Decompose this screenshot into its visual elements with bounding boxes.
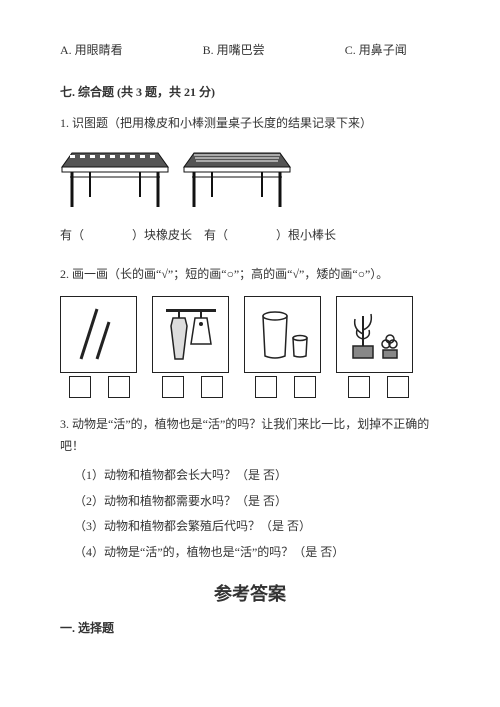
answer-box[interactable] (108, 376, 130, 398)
q2-frame-plants (336, 296, 413, 373)
answer-box[interactable] (201, 376, 223, 398)
option-a: A. 用眼睛看 (60, 40, 123, 62)
box-pair-2 (153, 376, 231, 398)
page-root: A. 用眼睛看 B. 用嘴巴尝 C. 用鼻子闻 七. 综合题 (共 3 题，共 … (0, 0, 500, 670)
clothes-icon (161, 304, 221, 364)
section-7-title: 七. 综合题 (共 3 题，共 21 分) (60, 82, 440, 104)
q2-frame-clothes (152, 296, 229, 373)
q2-figures (60, 296, 440, 373)
q3-stem: 3. 动物是“活”的，植物也是“活”的吗？让我们来比一比，划掉不正确的吧！ (60, 414, 440, 457)
q3-sub3: （3）动物和植物都会繁殖后代吗？（是 否） (60, 516, 440, 538)
q2-stem: 2. 画一画（长的画“√”；短的画“○”；高的画“√”，矮的画“○”）。 (60, 264, 440, 286)
sticks-icon (69, 304, 129, 364)
q1-figures (60, 145, 440, 215)
answer-box[interactable] (387, 376, 409, 398)
q1-stem: 1. 识图题（把用橡皮和小棒测量桌子长度的结果记录下来） (60, 113, 440, 135)
answer-box[interactable] (255, 376, 277, 398)
answer-box[interactable] (162, 376, 184, 398)
answer-box[interactable] (69, 376, 91, 398)
q3-sub4: （4）动物是“活”的，植物也是“活”的吗？（是 否） (60, 542, 440, 564)
box-pair-3 (246, 376, 324, 398)
answer-box[interactable] (348, 376, 370, 398)
prev-question-options: A. 用眼睛看 B. 用嘴巴尝 C. 用鼻子闻 (60, 40, 440, 62)
box-pair-1 (60, 376, 138, 398)
q3-sub1: （1）动物和植物都会长大吗？（是 否） (60, 465, 440, 487)
table-figure-2 (182, 145, 292, 215)
table-figure-1 (60, 145, 170, 215)
answer-section-1: 一. 选择题 (60, 618, 440, 640)
q1-fill: 有（ ）块橡皮长 有（ ）根小棒长 (60, 225, 440, 247)
q2-frame-sticks (60, 296, 137, 373)
option-c: C. 用鼻子闻 (345, 40, 407, 62)
answers-title: 参考答案 (60, 578, 440, 610)
cups-icon (253, 304, 313, 364)
q3-sub2: （2）动物和植物都需要水吗？（是 否） (60, 491, 440, 513)
q2-answer-boxes (60, 376, 440, 398)
q2-frame-cups (244, 296, 321, 373)
plants-icon (345, 304, 405, 364)
answer-box[interactable] (294, 376, 316, 398)
box-pair-4 (339, 376, 417, 398)
option-b: B. 用嘴巴尝 (203, 40, 265, 62)
